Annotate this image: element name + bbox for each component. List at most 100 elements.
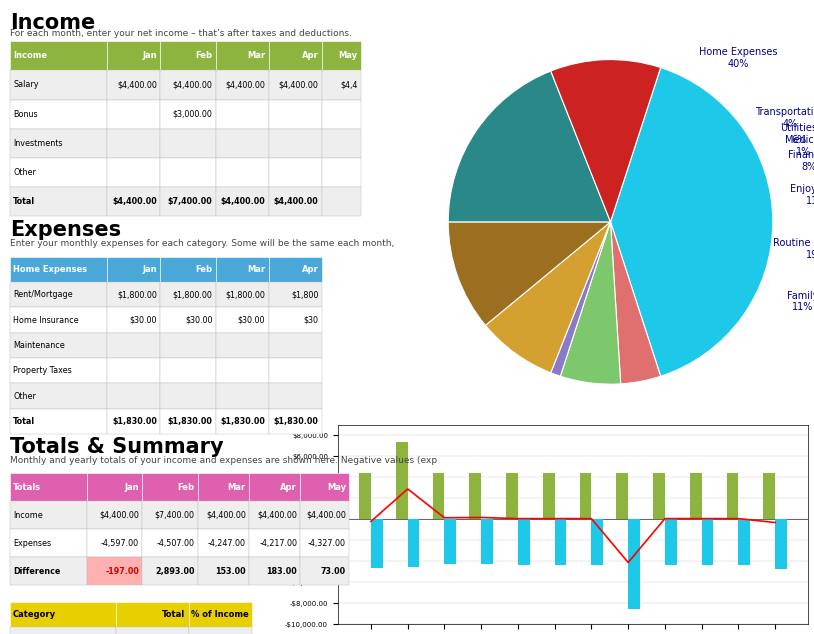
Bar — [775, 519, 787, 569]
Wedge shape — [551, 60, 661, 222]
Text: May: May — [327, 483, 346, 492]
Bar — [554, 519, 567, 565]
Text: Jan: Jan — [125, 483, 139, 492]
Text: Family
11%: Family 11% — [786, 290, 814, 312]
Text: $1,800.00: $1,800.00 — [173, 290, 212, 299]
Text: $7,400.00: $7,400.00 — [155, 511, 195, 520]
Bar — [616, 473, 628, 519]
Text: % of Income: % of Income — [191, 610, 249, 619]
Bar — [543, 473, 554, 519]
Text: $30: $30 — [304, 316, 318, 325]
Text: Income: Income — [13, 511, 43, 520]
Bar — [702, 519, 713, 565]
Bar — [690, 473, 702, 519]
Bar — [653, 473, 665, 519]
Text: $1,830.00: $1,830.00 — [274, 417, 318, 426]
Text: Maintenance: Maintenance — [13, 341, 65, 350]
Text: Difference: Difference — [13, 567, 60, 576]
Text: Feb: Feb — [177, 483, 195, 492]
Text: Investments: Investments — [13, 139, 63, 148]
Text: Category: Category — [13, 610, 56, 619]
Text: Medical
1%: Medical 1% — [785, 135, 814, 157]
Bar — [470, 473, 481, 519]
Text: Apr: Apr — [301, 265, 318, 274]
Text: Mar: Mar — [247, 265, 265, 274]
Bar — [592, 519, 603, 565]
Wedge shape — [449, 222, 610, 325]
Text: $1,800.00: $1,800.00 — [225, 290, 265, 299]
Text: $30.00: $30.00 — [129, 316, 157, 325]
Text: Home Expenses: Home Expenses — [13, 265, 87, 274]
Text: $4,400.00: $4,400.00 — [257, 511, 297, 520]
Bar — [727, 473, 738, 519]
Text: Monthly and yearly totals of your income and expenses are shown here. Negative v: Monthly and yearly totals of your income… — [10, 456, 437, 465]
Bar — [396, 442, 408, 519]
Wedge shape — [610, 222, 661, 384]
Text: Feb: Feb — [195, 265, 212, 274]
Text: $30.00: $30.00 — [238, 316, 265, 325]
Text: Apr: Apr — [301, 51, 318, 60]
Text: -4,507.00: -4,507.00 — [156, 539, 195, 548]
Text: Total: Total — [13, 417, 35, 426]
Wedge shape — [449, 71, 610, 222]
Text: -4,327.00: -4,327.00 — [308, 539, 346, 548]
Bar — [481, 519, 493, 564]
Bar — [580, 473, 592, 519]
Bar — [444, 519, 456, 564]
Text: 153.00: 153.00 — [215, 567, 246, 576]
Text: Mar: Mar — [247, 51, 265, 60]
Text: $4,400.00: $4,400.00 — [225, 81, 265, 89]
Text: $30.00: $30.00 — [185, 316, 212, 325]
Text: Bonus: Bonus — [13, 110, 37, 119]
Bar — [408, 519, 419, 567]
Text: Jan: Jan — [142, 265, 157, 274]
Text: Home Insurance: Home Insurance — [13, 316, 79, 325]
Text: Enter your monthly expenses for each category. Some will be the same each month,: Enter your monthly expenses for each cat… — [10, 239, 394, 248]
Text: Property Taxes: Property Taxes — [13, 366, 72, 375]
Text: 183.00: 183.00 — [266, 567, 297, 576]
Text: Mar: Mar — [228, 483, 246, 492]
Text: May: May — [339, 51, 357, 60]
Text: 2,893.00: 2,893.00 — [155, 567, 195, 576]
Wedge shape — [610, 68, 772, 376]
Text: $4,400.00: $4,400.00 — [306, 511, 346, 520]
Text: $4,400.00: $4,400.00 — [274, 197, 318, 206]
Bar — [764, 473, 775, 519]
Text: Routine Expenses
19%: Routine Expenses 19% — [772, 238, 814, 260]
Text: $4,400.00: $4,400.00 — [278, 81, 318, 89]
Bar — [518, 519, 530, 565]
Wedge shape — [551, 222, 610, 376]
Text: Jan: Jan — [142, 51, 157, 60]
Text: $4,400.00: $4,400.00 — [117, 81, 157, 89]
Bar — [371, 519, 383, 567]
Text: -4,597.00: -4,597.00 — [101, 539, 139, 548]
Text: $1,800.00: $1,800.00 — [117, 290, 157, 299]
Text: Rent/Mortgage: Rent/Mortgage — [13, 290, 72, 299]
Text: $4,400.00: $4,400.00 — [221, 197, 265, 206]
Text: Income: Income — [10, 13, 95, 33]
Text: 73.00: 73.00 — [321, 567, 346, 576]
Text: Total: Total — [13, 197, 35, 206]
Text: Enjoyment
11%: Enjoyment 11% — [790, 184, 814, 205]
Text: Expenses: Expenses — [10, 220, 121, 240]
Text: $1,800: $1,800 — [291, 290, 318, 299]
Text: -4,217.00: -4,217.00 — [259, 539, 297, 548]
Text: $1,830.00: $1,830.00 — [168, 417, 212, 426]
Bar — [359, 473, 371, 519]
Text: Other: Other — [13, 392, 36, 401]
Bar — [433, 473, 444, 519]
Text: For each month, enter your net income – that’s after taxes and deductions.: For each month, enter your net income – … — [10, 29, 352, 37]
Text: Total: Total — [162, 610, 186, 619]
Wedge shape — [485, 222, 610, 373]
Text: $1,830.00: $1,830.00 — [112, 417, 157, 426]
Text: $3,000.00: $3,000.00 — [173, 110, 212, 119]
Text: Totals: Totals — [13, 483, 42, 492]
Text: Apr: Apr — [280, 483, 297, 492]
Text: Utilities
6%: Utilities 6% — [781, 123, 814, 145]
Text: $1,830.00: $1,830.00 — [221, 417, 265, 426]
Text: Feb: Feb — [195, 51, 212, 60]
Text: $4,400.00: $4,400.00 — [99, 511, 139, 520]
Text: Totals & Summary: Totals & Summary — [10, 437, 223, 456]
Text: Income: Income — [13, 51, 47, 60]
Text: $4,400.00: $4,400.00 — [112, 197, 157, 206]
